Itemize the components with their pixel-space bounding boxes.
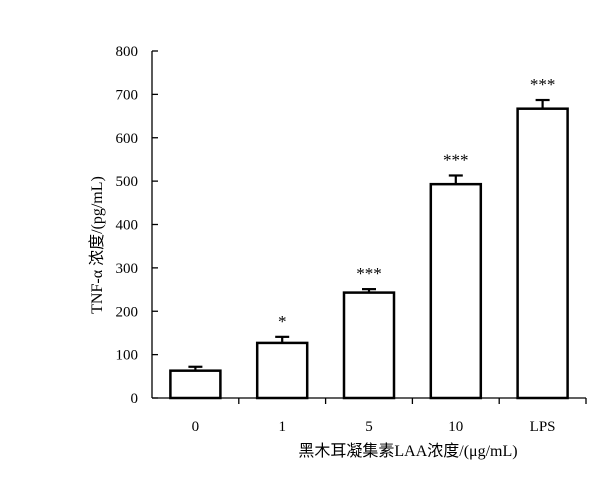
x-tick-label: LPS bbox=[530, 419, 556, 435]
x-tick-label: 5 bbox=[365, 419, 373, 435]
x-tick-label: 1 bbox=[278, 419, 286, 435]
significance-label: * bbox=[278, 312, 287, 331]
y-axis: 0 100 200 300 400 500 600 700 800 bbox=[116, 44, 158, 407]
x-tick-label: 0 bbox=[192, 419, 200, 435]
y-tick-label: 500 bbox=[116, 174, 139, 190]
x-tick-label: 10 bbox=[448, 419, 463, 435]
y-tick-label: 700 bbox=[116, 87, 139, 103]
y-tick-label: 800 bbox=[116, 44, 139, 60]
x-axis-title: 黑木耳凝集素LAA浓度/(μg/mL) bbox=[298, 442, 517, 460]
y-tick-label: 400 bbox=[116, 218, 139, 234]
bar-0 bbox=[169, 369, 222, 400]
y-tick-label: 200 bbox=[116, 304, 139, 320]
bars: ********** bbox=[169, 75, 569, 400]
y-tick-label: 0 bbox=[131, 391, 139, 407]
bar-lps bbox=[516, 107, 569, 400]
y-tick-label: 600 bbox=[116, 131, 139, 147]
significance-label: *** bbox=[530, 75, 556, 94]
x-axis: 0 1 5 10 LPS bbox=[152, 397, 587, 435]
significance-label: *** bbox=[443, 150, 469, 169]
y-tick-label: 300 bbox=[116, 261, 139, 277]
bar-5 bbox=[342, 291, 396, 400]
bar-1 bbox=[255, 341, 309, 400]
y-tick-label: 100 bbox=[116, 348, 139, 364]
y-axis-title: TNF-α 浓度/(pg/mL) bbox=[88, 176, 106, 314]
bar-10 bbox=[429, 182, 483, 400]
significance-label: *** bbox=[356, 264, 382, 283]
